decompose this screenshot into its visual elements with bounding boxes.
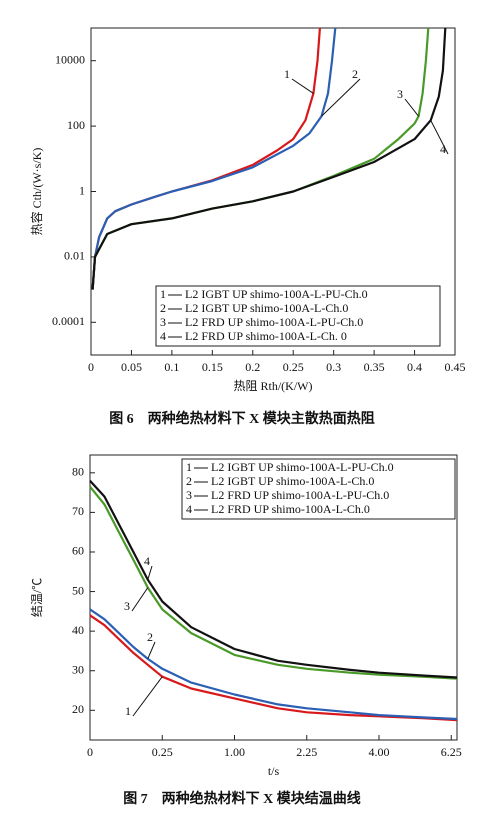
legend-number: 3: [160, 315, 166, 329]
legend-number: 4: [160, 329, 166, 343]
x-tick-label: 0.4: [407, 360, 422, 374]
x-tick-label: 0.35: [364, 360, 385, 374]
annotation-leader: [131, 587, 149, 612]
legend-number: 4: [186, 502, 192, 516]
x-tick-label: 1.00: [224, 745, 245, 759]
x-tick-label: 0: [88, 360, 94, 374]
x-tick-label: 0.2: [245, 360, 260, 374]
annotation: 3: [397, 87, 403, 101]
legend-box: [181, 458, 456, 520]
series-line: [89, 614, 458, 722]
annotation: 2: [352, 67, 358, 81]
x-tick-label: 0.1: [164, 360, 179, 374]
series-line: [91, 27, 447, 290]
legend-number: 2: [186, 474, 192, 488]
x-tick-label: 2.25: [296, 745, 317, 759]
caption: 图 6 两种绝热材料下 X 模块主散热面热阻: [109, 410, 375, 427]
series-line: [89, 479, 458, 679]
annotation: 1: [284, 67, 290, 81]
annotation-leader: [291, 78, 314, 94]
legend-number: 3: [186, 488, 192, 502]
y-tick-label: 10000: [55, 52, 85, 66]
annotation-leader: [147, 565, 153, 580]
annotation: 4: [144, 554, 150, 568]
legend-label: L2 FRD UP shimo-100A-L-Ch. 0: [185, 329, 347, 343]
legend-label: L2 IGBT UP shimo-100A-L-PU-Ch.0: [185, 287, 368, 301]
legend-label: L2 IGBT UP shimo-100A-L-Ch.0: [185, 301, 348, 315]
y-tick-label: 30: [72, 662, 84, 676]
legend-number: 1: [160, 287, 166, 301]
x-axis-label: t/s: [268, 764, 280, 778]
legend-label: L2 FRD UP shimo-100A-L-PU-Ch.0: [185, 315, 363, 329]
y-axis-label: 结温/℃: [30, 578, 44, 617]
y-tick-label: 1: [79, 183, 85, 197]
x-tick-label: 0.25: [283, 360, 304, 374]
legend-number: 2: [160, 301, 166, 315]
x-tick-label: 0.25: [152, 745, 173, 759]
legend-number: 1: [186, 460, 192, 474]
y-tick-label: 70: [72, 504, 84, 518]
caption: 图 7 两种绝热材料下 X 模块结温曲线: [123, 790, 361, 807]
y-tick-label: 60: [72, 544, 84, 558]
plot-frame: [89, 454, 458, 741]
x-axis-label: 热阻 Rth/(K/W): [234, 379, 313, 393]
x-tick-label: 0.15: [202, 360, 223, 374]
series-line: [89, 486, 458, 680]
legend-label: L2 IGBT UP shimo-100A-L-PU-Ch.0: [211, 460, 394, 474]
x-tick-label: 4.00: [369, 745, 390, 759]
annotation-leader: [404, 98, 419, 117]
y-tick-label: 0.0001: [52, 314, 85, 328]
annotation-leader: [147, 641, 156, 660]
annotation: 4: [440, 142, 446, 156]
annotation-leader: [321, 78, 361, 117]
series-line: [89, 608, 458, 721]
annotation-leader: [430, 120, 449, 155]
y-tick-label: 80: [72, 465, 84, 479]
x-tick-label: 0.3: [326, 360, 341, 374]
x-tick-label: 0: [87, 745, 93, 759]
legend-label: L2 FRD UP shimo-100A-L-PU-Ch.0: [211, 488, 389, 502]
series-line: [91, 27, 337, 290]
annotation: 2: [147, 630, 153, 644]
legend-label: L2 FRD UP shimo-100A-L-Ch.0: [211, 502, 370, 516]
y-tick-label: 100: [67, 118, 85, 132]
x-tick-label: 6.25: [441, 745, 462, 759]
x-tick-label: 0.05: [121, 360, 142, 374]
y-tick-label: 40: [72, 623, 84, 637]
y-tick-label: 0.01: [64, 249, 85, 263]
annotation-leader: [132, 676, 163, 717]
y-axis-label: 热容 Cth/(W·s/K): [29, 148, 44, 236]
legend-label: L2 IGBT UP shimo-100A-L-Ch.0: [211, 474, 374, 488]
x-tick-label: 0.45: [445, 360, 466, 374]
annotation: 1: [125, 704, 131, 718]
y-tick-label: 20: [72, 702, 84, 716]
annotation: 3: [124, 599, 130, 613]
y-tick-label: 50: [72, 583, 84, 597]
legend-box: [155, 285, 441, 347]
